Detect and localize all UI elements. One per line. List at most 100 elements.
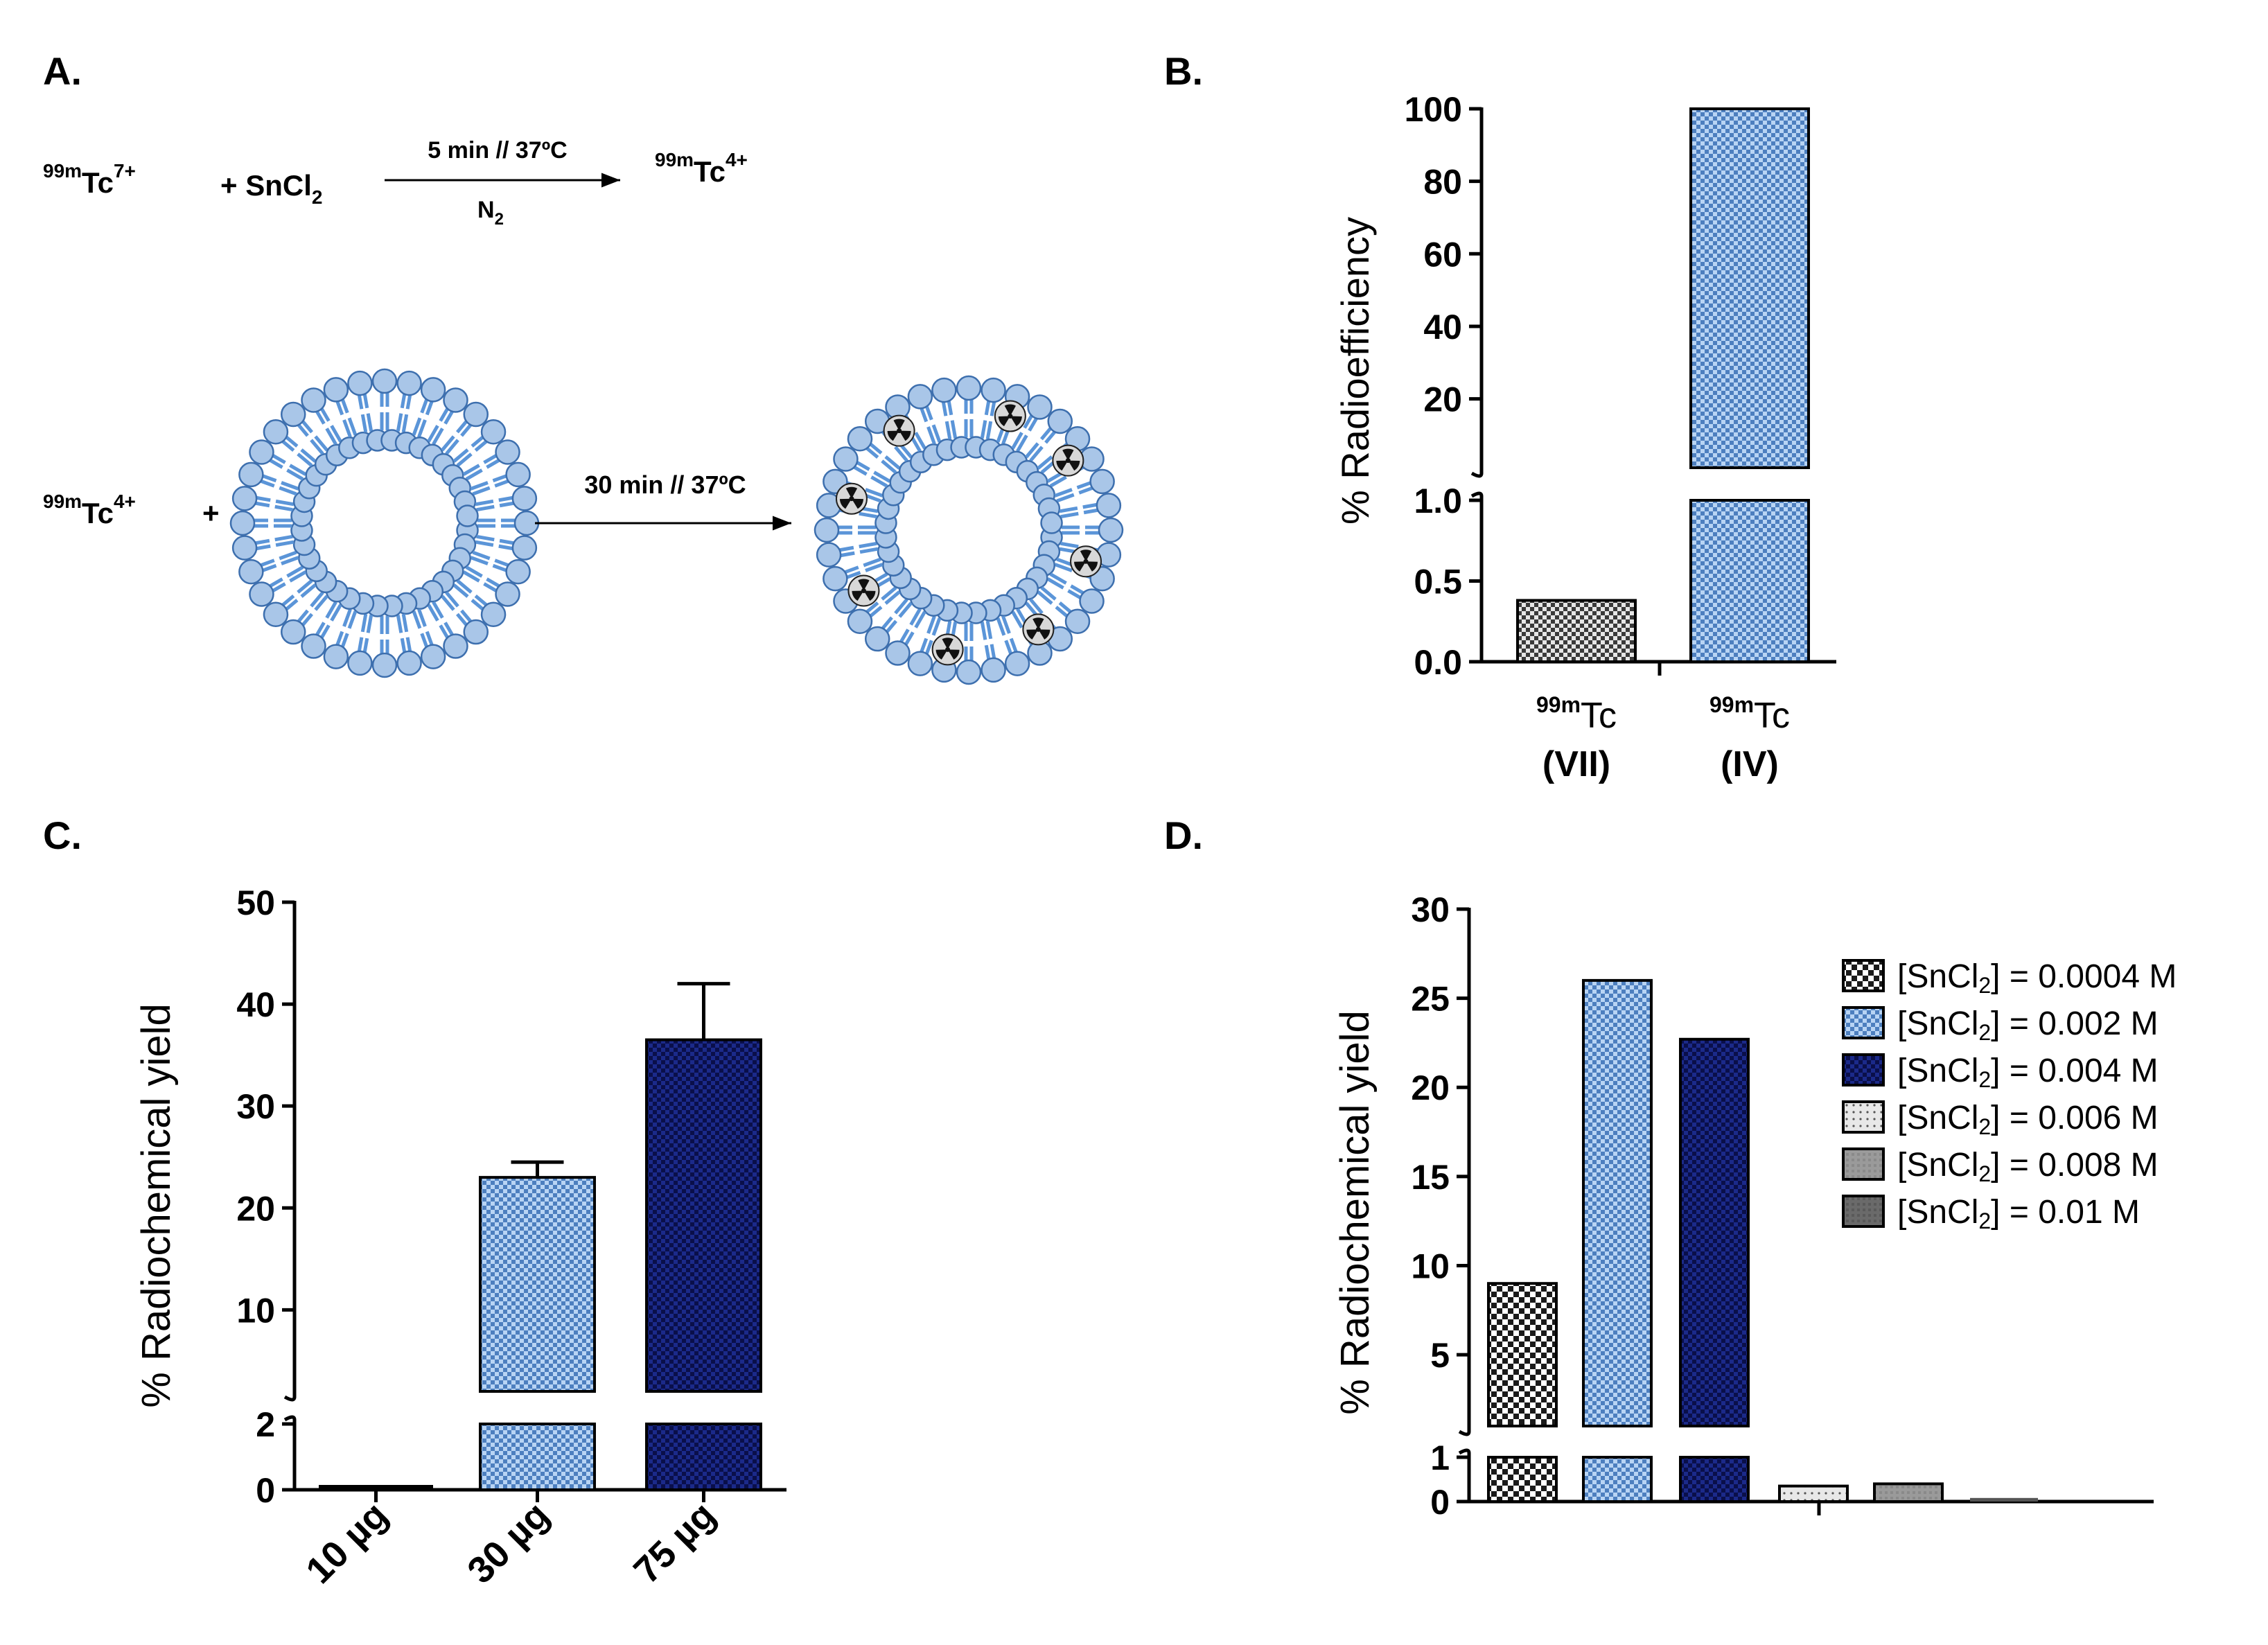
lipid-tail [314, 409, 326, 425]
lipid-tail [492, 563, 509, 573]
lipid-tail [859, 547, 879, 554]
lipid-head [323, 644, 349, 669]
lipid-tail [445, 591, 459, 608]
lipid-tail [289, 464, 307, 476]
bar-lower [1689, 499, 1810, 663]
lipid-tail [926, 426, 936, 445]
radioactive-icon-blade [1038, 629, 1051, 640]
lipid-tail [483, 582, 499, 594]
lipid-tail [335, 631, 344, 647]
lipid-tail [439, 624, 450, 640]
lipid-tail [319, 406, 331, 422]
lipid-tail [944, 421, 952, 440]
lipid-tail [863, 557, 881, 568]
lipid-head [1004, 651, 1030, 676]
legend-label: [SnCl2] = 0.01 M [1897, 1194, 2140, 1233]
lipid-tail [903, 631, 915, 647]
lipid-tail [950, 420, 958, 439]
lipid-head [443, 387, 468, 413]
lipid-tail [427, 425, 439, 443]
y-tick-label: 5 [1430, 1336, 1450, 1375]
lipid-tail [859, 541, 877, 549]
lipid-head [301, 387, 326, 413]
y-tick-label: 30 [1411, 890, 1450, 929]
lipid-tail [854, 459, 870, 471]
lipid-tail [456, 419, 469, 434]
lipid-tail [310, 591, 324, 608]
lipid-tail [427, 604, 439, 622]
lipid-head [1027, 394, 1053, 420]
y-tick-label: 15 [1411, 1158, 1450, 1197]
lipid-tail [289, 570, 307, 583]
y-tick-label: 0 [256, 1471, 275, 1510]
x-tick-label: 75 µg [626, 1494, 723, 1592]
legend-label: [SnCl2] = 0.002 M [1897, 1005, 2159, 1045]
radioactive-icon-blade [1086, 561, 1098, 572]
lipid-tail [472, 550, 491, 561]
lipid-tail [274, 534, 293, 542]
lipid-tail [1083, 508, 1100, 515]
lipid-tail [400, 637, 407, 655]
radioactive-icon-blade [887, 430, 899, 441]
lipid-tail [881, 586, 897, 601]
bar-upper [1679, 1037, 1750, 1428]
lipid-tail [894, 446, 908, 462]
lipid-tail [401, 414, 409, 433]
lipid-head [371, 368, 398, 394]
lipid-head [480, 601, 507, 628]
radioactive-icon-blade [1032, 617, 1044, 630]
lipid-tail [300, 583, 317, 598]
lipid-tail [267, 457, 283, 469]
lipid-tail [267, 577, 283, 589]
lipid-tail [884, 619, 897, 635]
lipid-tail [396, 413, 403, 432]
lipid-tail [924, 640, 933, 656]
lipid-tail [919, 406, 929, 423]
lipid-tail [1040, 586, 1057, 601]
lipid-tail [412, 610, 422, 629]
y-tick-label: 25 [1411, 980, 1450, 1019]
radioactive-icon-blade [852, 590, 864, 601]
lipid-tail [475, 499, 494, 507]
lipid-tail [1060, 511, 1079, 519]
lipid-tail [340, 633, 349, 649]
lipid-tail [494, 479, 511, 488]
lipid-tail [865, 563, 884, 572]
lipid-head [1096, 493, 1122, 518]
bar [1778, 1484, 1849, 1504]
lipid-head [956, 375, 982, 401]
lipid-tail [417, 419, 427, 438]
lipid-head [463, 401, 489, 428]
bar [319, 1485, 433, 1488]
lipid-tail [873, 470, 891, 483]
radioactive-icon-blade [845, 486, 858, 499]
lipid-tail [924, 404, 933, 421]
lipid-head [847, 608, 873, 635]
lipid-tail [445, 439, 459, 455]
lipid-tail [325, 428, 337, 446]
lipid-tail [253, 538, 270, 545]
bar-upper [479, 1176, 596, 1393]
lipid-head [238, 461, 264, 488]
lipid-tail [494, 558, 511, 568]
lipid-tail [914, 610, 926, 628]
lipid-tail [845, 570, 861, 580]
legend-swatch [1842, 959, 1885, 992]
lipid-tail [1037, 455, 1053, 470]
lipid-head [833, 446, 859, 472]
lipid-tail [253, 501, 270, 508]
panel-label-d: D. [1164, 813, 1203, 857]
lipid-tail [412, 417, 422, 436]
lipid-head [511, 535, 538, 561]
lipid-tail [280, 439, 295, 452]
lipid-tail [405, 637, 412, 653]
lipid-tail [1055, 606, 1070, 619]
lipid-head [505, 558, 531, 585]
lipid-tail [1059, 506, 1078, 513]
bar [1516, 599, 1637, 664]
radioactive-icon-center [849, 496, 854, 502]
axis-break-mark [1458, 1448, 1471, 1455]
lipid-tail [984, 644, 991, 662]
lipid-tail [270, 582, 286, 594]
lipid-tail [275, 499, 295, 507]
